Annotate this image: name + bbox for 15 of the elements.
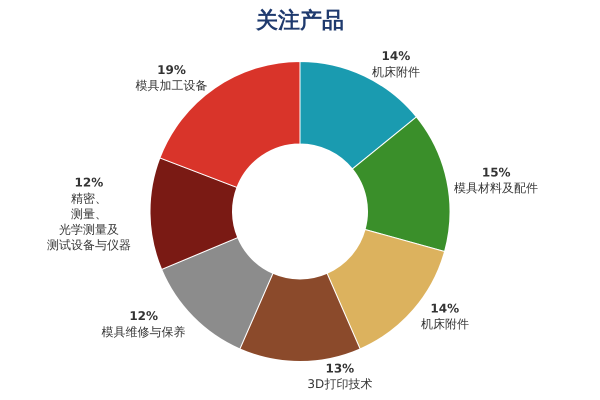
slice-label: 机床附件 (372, 64, 420, 79)
chart-title: 关注产品 (255, 7, 344, 34)
data-label: 12% (129, 309, 158, 324)
data-label: 19% (157, 63, 186, 78)
data-label: 14% (382, 49, 410, 64)
slice-label: 模具加工设备 (136, 78, 208, 93)
slice-label: 模具维修与保养 (102, 324, 186, 339)
data-label: 12% (74, 176, 104, 190)
data-label: 14% (430, 301, 460, 316)
data-label: 13% (325, 362, 354, 376)
slice-label: 3D打印技术 (307, 377, 372, 392)
slice-label: 精密、测量、光学测量及测试设备与仪器 (46, 191, 131, 252)
slice-label: 机床附件 (420, 316, 469, 331)
data-label: 15% (482, 165, 511, 180)
slice-label: 模具材料及配件 (454, 180, 538, 195)
